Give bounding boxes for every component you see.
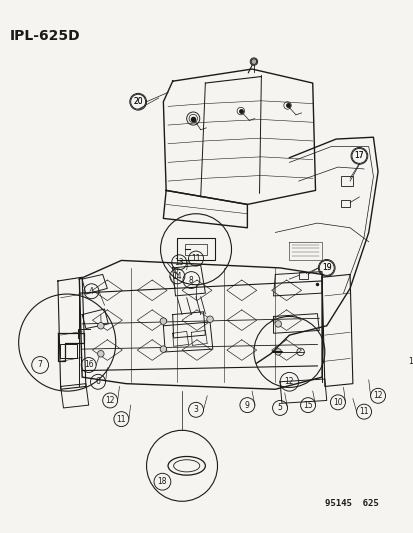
Text: 10: 10 (332, 398, 342, 407)
Bar (177, 238, 214, 261)
Text: 20: 20 (133, 97, 142, 106)
Circle shape (206, 316, 213, 322)
Circle shape (160, 318, 166, 325)
Text: 17: 17 (354, 151, 363, 160)
Text: 11: 11 (358, 407, 368, 416)
Text: 19: 19 (321, 263, 331, 272)
Text: 12: 12 (284, 377, 293, 386)
Bar (184, 244, 207, 255)
Circle shape (160, 346, 166, 352)
Text: 12: 12 (105, 396, 115, 405)
Text: 14: 14 (172, 272, 182, 281)
Text: 13: 13 (174, 258, 184, 267)
Circle shape (274, 321, 281, 327)
Text: 3: 3 (193, 405, 198, 414)
Circle shape (249, 58, 257, 66)
Text: 8: 8 (189, 276, 193, 285)
Text: 9: 9 (244, 401, 249, 410)
Text: 5: 5 (277, 403, 282, 413)
Text: 7: 7 (38, 360, 43, 369)
Text: 1: 1 (407, 357, 412, 366)
Text: 18: 18 (157, 477, 167, 486)
Text: 17: 17 (354, 151, 363, 160)
Text: 20: 20 (133, 97, 142, 106)
Text: IPL-625D: IPL-625D (9, 29, 80, 43)
Text: 19: 19 (321, 263, 331, 272)
Text: 95145  625: 95145 625 (325, 499, 378, 508)
Bar (340, 176, 352, 185)
Text: 16: 16 (84, 360, 93, 369)
Circle shape (97, 351, 104, 357)
Text: 6: 6 (95, 377, 100, 386)
Bar (298, 272, 307, 279)
Text: 11: 11 (191, 254, 200, 263)
Bar (340, 200, 349, 207)
Circle shape (274, 349, 281, 355)
Bar (59, 344, 76, 358)
Text: 4: 4 (89, 287, 94, 296)
Text: 11: 11 (116, 415, 126, 424)
Text: 12: 12 (373, 391, 382, 400)
Circle shape (97, 322, 104, 329)
Text: 15: 15 (302, 401, 312, 410)
